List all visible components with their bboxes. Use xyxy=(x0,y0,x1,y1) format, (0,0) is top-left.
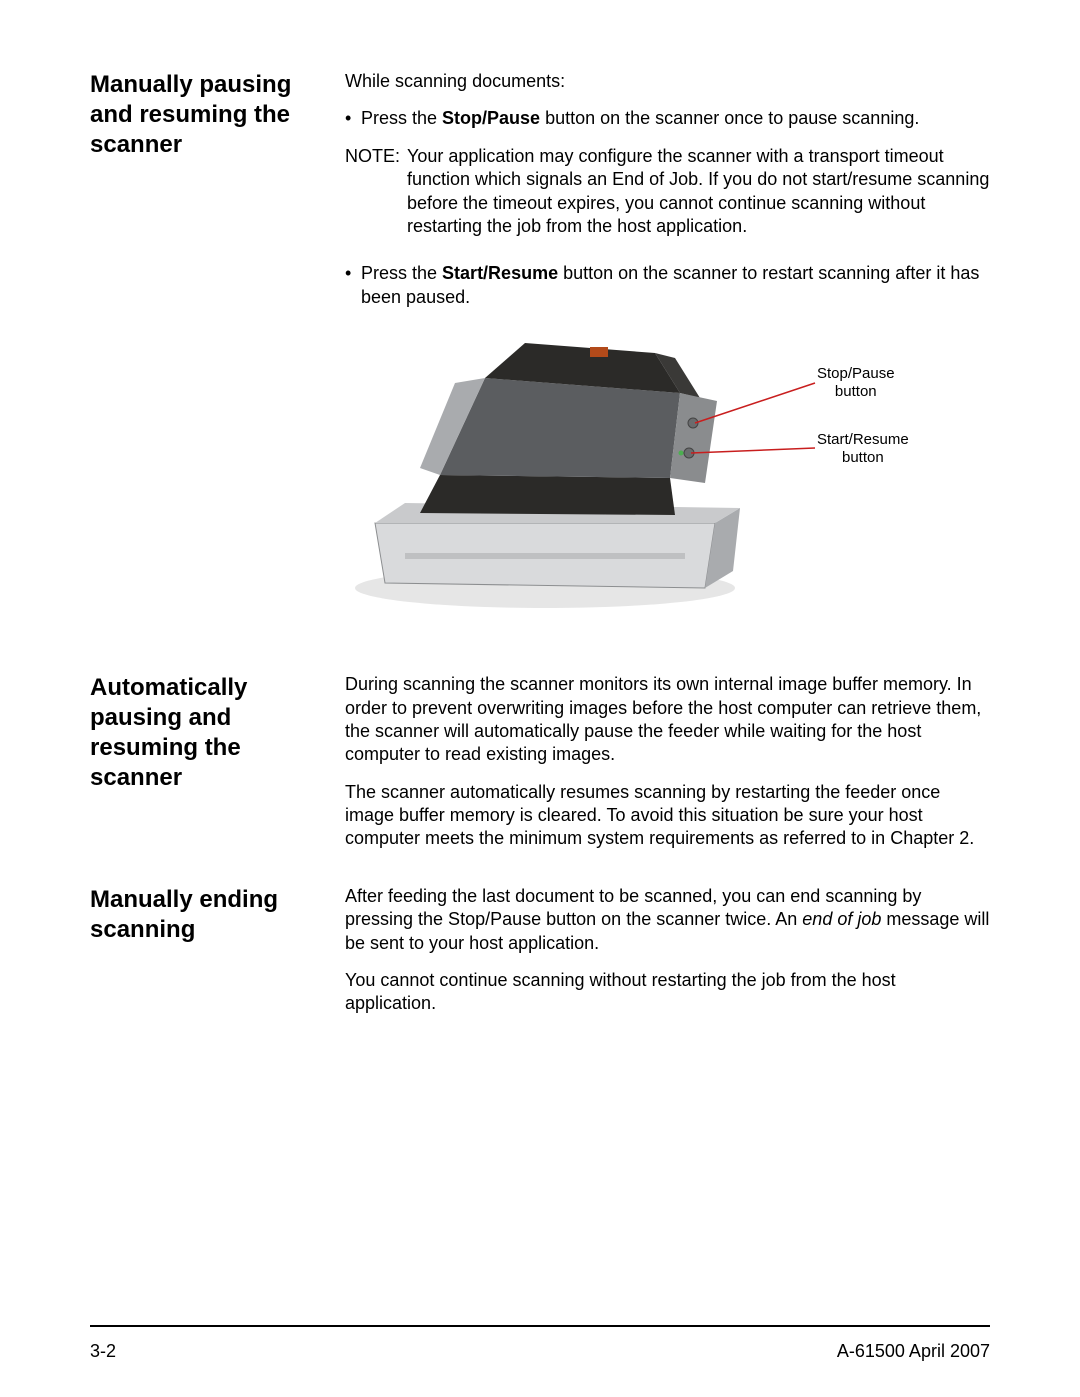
paragraph: After feeding the last document to be sc… xyxy=(345,885,990,955)
bold-stop-pause: Stop/Pause xyxy=(442,108,540,128)
intro-text: While scanning documents: xyxy=(345,70,990,93)
bullet-text: Press the Start/Resume button on the sca… xyxy=(361,262,990,309)
callout-line: Stop/Pause xyxy=(817,365,895,382)
bullet-dot: • xyxy=(345,107,361,130)
bullet-start-resume: • Press the Start/Resume button on the s… xyxy=(345,262,990,309)
txt: Press the xyxy=(361,108,442,128)
bullet-dot: • xyxy=(345,262,361,309)
scanner-figure: Stop/Pause button Start/Resume button xyxy=(345,323,990,623)
content-auto-pause: During scanning the scanner monitors its… xyxy=(345,673,990,865)
heading-manual-end: Manually ending scanning xyxy=(90,885,345,1030)
txt: Press the xyxy=(361,263,442,283)
bullet-stop-pause: • Press the Stop/Pause button on the sca… xyxy=(345,107,990,130)
section-manual-end: Manually ending scanning After feeding t… xyxy=(90,885,990,1030)
bold-start-resume: Start/Resume xyxy=(442,263,558,283)
note-text: Your application may configure the scann… xyxy=(407,145,990,239)
footer-rule xyxy=(90,1325,990,1327)
heading-manual-pause: Manually pausing and resuming the scanne… xyxy=(90,70,345,653)
footer: 3-2 A-61500 April 2007 xyxy=(90,1341,990,1362)
note-block: NOTE: Your application may configure the… xyxy=(345,145,990,239)
page-number: 3-2 xyxy=(90,1341,116,1362)
paragraph: The scanner automatically resumes scanni… xyxy=(345,781,990,851)
content-manual-end: After feeding the last document to be sc… xyxy=(345,885,990,1030)
bullet-text: Press the Stop/Pause button on the scann… xyxy=(361,107,990,130)
callout-line: button xyxy=(842,449,884,466)
section-auto-pause: Automatically pausing and resuming the s… xyxy=(90,673,990,865)
paragraph: You cannot continue scanning without res… xyxy=(345,969,990,1016)
note-label: NOTE: xyxy=(345,145,407,239)
callout-line: Start/Resume xyxy=(817,431,909,448)
content-manual-pause: While scanning documents: • Press the St… xyxy=(345,70,990,653)
txt: button on the scanner once to pause scan… xyxy=(540,108,919,128)
doc-id-date: A-61500 April 2007 xyxy=(837,1341,990,1362)
callout-line: button xyxy=(835,383,877,400)
italic-end-of-job: end of job xyxy=(802,909,881,929)
callout-stop-pause: Stop/Pause button xyxy=(817,365,895,401)
page: Manually pausing and resuming the scanne… xyxy=(0,0,1080,1397)
callout-start-resume: Start/Resume button xyxy=(817,431,909,467)
heading-auto-pause: Automatically pausing and resuming the s… xyxy=(90,673,345,865)
section-manual-pause: Manually pausing and resuming the scanne… xyxy=(90,70,990,653)
paragraph: During scanning the scanner monitors its… xyxy=(345,673,990,767)
